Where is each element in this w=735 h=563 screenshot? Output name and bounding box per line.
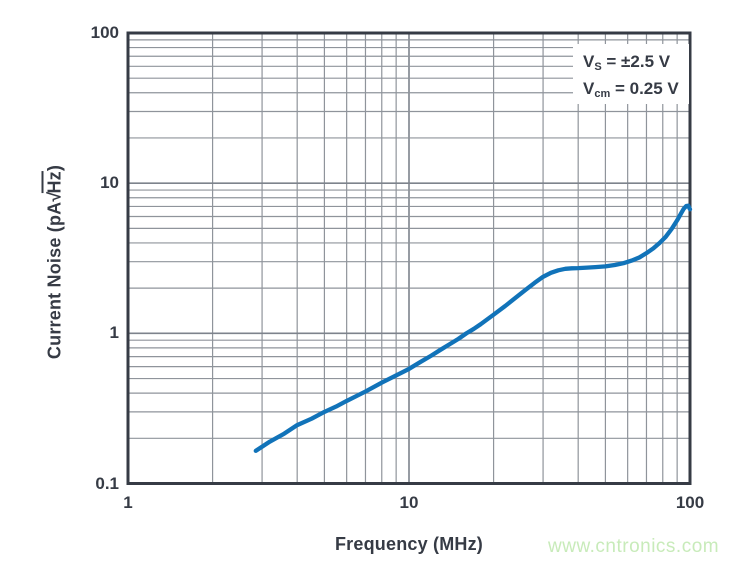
v-subscript: S xyxy=(594,61,602,73)
supply-voltage-label: VS = ±2.5 V xyxy=(583,48,689,75)
series-current-noise xyxy=(253,203,693,453)
y-title-radicand: Hz xyxy=(41,171,65,194)
conditions-box: VS = ±2.5 V Vcm = 0.25 V xyxy=(573,44,689,104)
v-value: = ±2.5 V xyxy=(601,52,671,71)
y-title-suffix: ) xyxy=(44,164,65,172)
watermark: www.cntronics.com xyxy=(548,536,720,557)
v-symbol: V xyxy=(583,79,595,98)
plot-frame xyxy=(126,31,692,485)
x-axis-title: Frequency (MHz) xyxy=(334,534,484,554)
common-mode-voltage-label: Vcm = 0.25 V xyxy=(583,75,689,102)
v-subscript: cm xyxy=(594,88,611,100)
y-title-prefix: Current Noise (pA xyxy=(44,201,65,360)
v-value: = 0.25 V xyxy=(610,79,679,98)
v-symbol: V xyxy=(583,52,595,71)
y-axis-title: Current Noise (pA√Hz) xyxy=(41,164,66,360)
